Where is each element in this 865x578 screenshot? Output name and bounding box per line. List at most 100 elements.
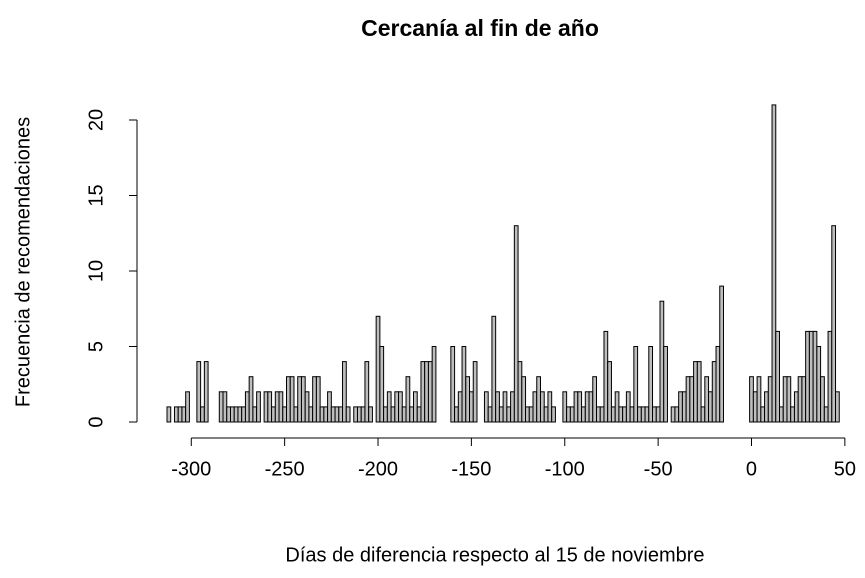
bar	[711, 361, 717, 423]
bar	[308, 406, 314, 423]
bar	[622, 406, 627, 423]
bar	[521, 376, 527, 423]
bar	[300, 376, 306, 423]
bar	[412, 391, 418, 423]
y-tick-label: 20	[85, 109, 107, 131]
bar	[790, 406, 795, 423]
bar	[629, 406, 635, 423]
bar	[581, 406, 586, 423]
bar	[812, 330, 818, 423]
bar	[383, 406, 388, 423]
bar	[181, 406, 187, 423]
bar	[805, 330, 810, 423]
bar	[756, 376, 762, 423]
bar	[808, 330, 814, 423]
bar	[569, 406, 575, 423]
bar	[263, 391, 269, 423]
bar	[226, 406, 231, 423]
bar	[801, 376, 807, 423]
bar	[177, 406, 183, 423]
bar	[603, 330, 609, 423]
bar	[767, 376, 773, 423]
bar	[353, 406, 358, 423]
bar	[312, 376, 317, 423]
bar	[196, 361, 202, 423]
bar	[416, 406, 422, 423]
bar	[173, 406, 179, 423]
bar	[786, 376, 792, 423]
y-tick-label: 5	[85, 341, 107, 352]
bar	[319, 406, 325, 423]
bar	[342, 361, 347, 423]
bar	[502, 391, 508, 423]
bar	[625, 391, 631, 423]
bar	[487, 406, 493, 423]
bar	[356, 406, 362, 423]
y-tick-label: 0	[85, 416, 107, 427]
bar	[506, 406, 512, 423]
bar	[405, 376, 411, 423]
bar	[427, 361, 433, 423]
bar	[528, 406, 534, 423]
bar	[252, 406, 258, 423]
bar	[200, 406, 205, 423]
bar	[185, 391, 190, 423]
x-tick-label: -150	[451, 458, 491, 480]
bar	[797, 376, 803, 423]
bar	[327, 391, 332, 423]
bar	[401, 406, 407, 423]
x-tick-label: -300	[171, 458, 211, 480]
bar	[588, 391, 594, 423]
bar	[510, 391, 515, 423]
bar	[256, 391, 261, 423]
bar	[398, 391, 403, 423]
bar	[659, 300, 665, 423]
bar	[289, 376, 295, 423]
bar	[644, 406, 650, 423]
bar	[696, 361, 702, 423]
bar	[670, 406, 676, 423]
x-tick-label: -50	[644, 458, 673, 480]
bar	[334, 406, 340, 423]
bar	[693, 361, 698, 423]
bar	[637, 406, 642, 423]
bar	[752, 391, 758, 423]
bar	[652, 406, 657, 423]
bar	[775, 330, 781, 423]
bar	[513, 225, 519, 423]
bar	[517, 361, 523, 423]
bar	[286, 376, 291, 423]
bar	[345, 406, 351, 423]
bar	[719, 285, 724, 423]
y-axis-label: Frecuencia de recomendaciones	[12, 117, 34, 407]
bar	[248, 376, 254, 423]
x-axis-label: Días de diferencia respecto al 15 de nov…	[285, 544, 704, 566]
bar	[823, 406, 829, 423]
bar	[375, 315, 381, 423]
bar	[749, 376, 754, 423]
bar	[779, 406, 784, 423]
bar	[816, 346, 822, 423]
x-tick-label: -100	[545, 458, 585, 480]
bar	[409, 406, 414, 423]
bar	[614, 391, 620, 423]
x-tick-label: -200	[358, 458, 398, 480]
bar	[431, 346, 437, 423]
bar	[831, 225, 837, 423]
bar	[278, 391, 284, 423]
bar	[566, 406, 571, 423]
bar	[633, 346, 639, 423]
bar	[700, 406, 706, 423]
bar	[715, 346, 721, 423]
bar	[368, 406, 373, 423]
bar	[237, 406, 243, 423]
bar	[495, 391, 500, 423]
bar	[532, 391, 538, 423]
bar	[704, 376, 710, 423]
bar	[465, 376, 471, 423]
bar	[771, 104, 777, 423]
bar	[315, 376, 321, 423]
bar	[457, 391, 463, 423]
bar	[424, 361, 429, 423]
